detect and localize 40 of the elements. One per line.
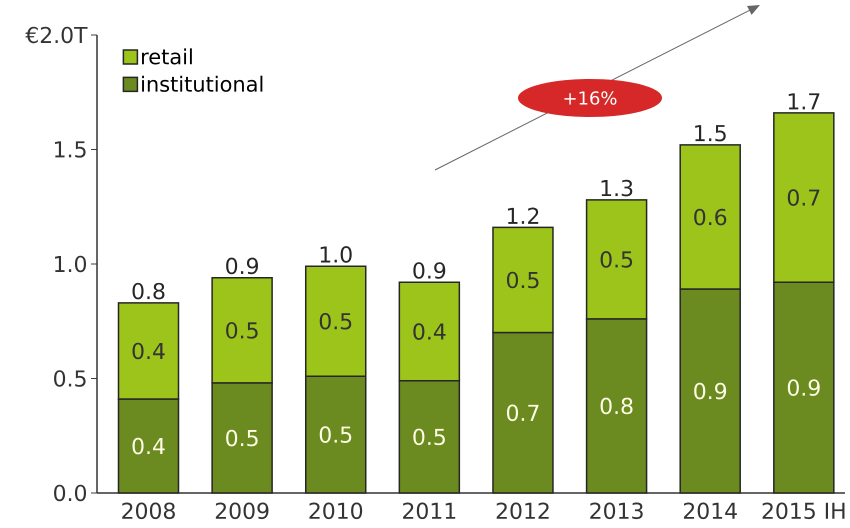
data-label: 0.7 (506, 404, 539, 422)
data-label: 0.7 (788, 189, 820, 206)
total-label: 1.3 (602, 180, 632, 196)
data-label: 0.5 (320, 312, 352, 330)
data-label: 0.5 (320, 426, 352, 443)
total-label: 1.0 (320, 246, 352, 263)
data-label: 0.8 (600, 398, 633, 414)
x-tick-label: 2010 (309, 502, 362, 520)
data-label: 0.4 (132, 438, 165, 454)
y-tick-label: €2.0T (25, 26, 88, 44)
data-label: 0.5 (413, 428, 445, 446)
x-tick-label: 2011 (403, 502, 456, 520)
total-label: 0.9 (226, 258, 258, 274)
data-label: 0.5 (600, 251, 632, 268)
y-tick-label: 1.0 (55, 256, 86, 272)
data-label: 0.4 (132, 342, 165, 360)
data-label: 0.9 (694, 382, 726, 400)
data-label: 0.5 (506, 272, 538, 288)
total-label: 0.9 (413, 262, 446, 279)
x-tick-label: 2012 (496, 502, 549, 520)
y-tick-label: 1.5 (55, 141, 86, 158)
x-tick-label: 2013 (590, 502, 643, 520)
data-label: 0.9 (788, 379, 820, 396)
legend-label: retail (142, 48, 192, 65)
x-tick-label: 2014 (684, 502, 737, 520)
total-label: 1.7 (788, 93, 820, 110)
annotation: +16% (564, 91, 616, 105)
total-label: 1.5 (695, 125, 726, 142)
data-label: 0.6 (694, 208, 726, 226)
legend-label: institutional (142, 76, 262, 92)
y-tick-label: 0.5 (54, 370, 86, 387)
total-label: 1.2 (508, 208, 538, 224)
data-label: 0.4 (413, 323, 446, 340)
total-label: 0.8 (132, 282, 164, 300)
x-tick-label: 2015 IH (762, 502, 844, 520)
data-label: 0.5 (226, 430, 258, 446)
data-label: 0.5 (226, 322, 258, 339)
x-tick-label: 2008 (122, 502, 175, 520)
y-tick-label: 0.0 (54, 484, 86, 502)
x-tick-label: 2009 (216, 502, 268, 520)
